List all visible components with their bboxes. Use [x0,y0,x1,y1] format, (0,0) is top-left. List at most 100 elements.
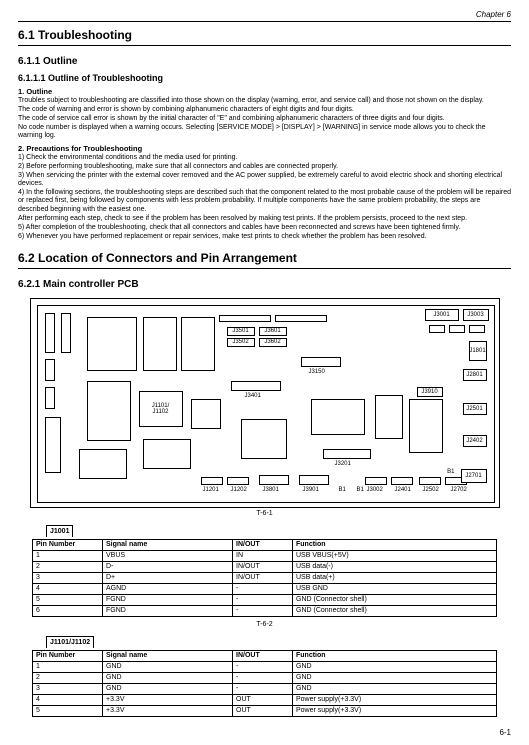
box [45,359,55,381]
cell: 2 [33,561,103,572]
cell: - [233,683,293,694]
table-row: 2D-IN/OUTUSB data(-) [33,561,497,572]
conn-j1801: J1801 [469,341,487,361]
conn-j2702: J2702 [451,487,467,493]
table-label: T-6-2 [18,621,511,628]
heading-6-2-1: 6.2.1 Main controller PCB [18,279,511,290]
cell: FGND [103,594,233,605]
cell: 4 [33,694,103,705]
cell: 3 [33,572,103,583]
box [79,449,127,479]
cell: GND (Connector shell) [293,594,497,605]
col-head: Signal name [103,650,233,661]
cell: USB GND [293,583,497,594]
page-number: 6-1 [499,728,511,737]
b1: B1 [339,487,346,493]
b1: B1 [357,487,364,493]
para: Troubles subject to troubleshooting are … [18,97,511,105]
cell: 5 [33,705,103,716]
box [231,381,281,391]
box [259,475,289,485]
box [227,477,249,485]
table-j1001: Pin Number Signal name IN/OUT Function 1… [32,539,497,617]
box [311,399,365,435]
cell: - [233,672,293,683]
cell: 6 [33,605,103,616]
col-head: Function [293,539,497,550]
cell: - [233,661,293,672]
heading-6-1-1-1: 6.1.1.1 Outline of Troubleshooting [18,73,511,83]
box [391,477,413,485]
box [469,325,485,333]
cell: - [233,594,293,605]
box [181,317,215,371]
b1: B1 [447,469,454,475]
conn-j3501: J3501 [227,327,255,336]
box [241,419,287,459]
conn-j3401: J3401 [245,393,261,399]
box [61,313,71,353]
figure-label: T-6-1 [18,510,511,517]
cell: GND [293,672,497,683]
heading-6-1-1: 6.1.1 Outline [18,56,511,67]
list-item: 3) When servicing the printer with the e… [18,172,511,188]
cell: 2 [33,672,103,683]
table-row: 5FGND-GND (Connector shell) [33,594,497,605]
cell: Power supply(+3.3V) [293,694,497,705]
conn-j2502: J2502 [423,487,439,493]
box [87,317,137,371]
sub-precautions: 2. Precautions for Troubleshooting [18,144,511,153]
box [429,325,445,333]
list-item: 1) Check the environmental conditions an… [18,154,511,162]
conn-j1202: J1202 [231,487,247,493]
conn-j2501: J2501 [463,403,487,415]
table-row: 5+3.3VOUTPower supply(+3.3V) [33,705,497,716]
table-row: 2GND-GND [33,672,497,683]
box [143,317,177,371]
box [275,315,327,322]
conn-j2401: J2401 [395,487,411,493]
cell: OUT [233,694,293,705]
col-head: IN/OUT [233,539,293,550]
table-caption: J1001 [46,525,73,537]
box [45,387,55,409]
cell: D+ [103,572,233,583]
cell: D- [103,561,233,572]
conn-j3801: J3801 [263,487,279,493]
para: No code number is displayed when a warni… [18,124,511,140]
conn-j3002: J3002 [367,487,383,493]
conn-j2801: J2801 [463,369,487,381]
list-item: 6) Whenever you have performed replaceme… [18,233,511,241]
table-caption: J1101/J1102 [46,636,94,648]
conn-j1101-j1102: J1101/ J1102 [139,391,183,427]
cell: GND [103,683,233,694]
conn-j3910: J3910 [417,387,443,397]
cell: OUT [233,705,293,716]
conn-j1201: J1201 [203,487,219,493]
cell: 3 [33,683,103,694]
cell: GND [293,683,497,694]
box [143,439,191,469]
conn-j3602: J3602 [259,338,287,347]
cell: IN/OUT [233,561,293,572]
table-row: 3D+IN/OUTUSB data(+) [33,572,497,583]
cell: +3.3V [103,705,233,716]
box [375,395,403,439]
box [191,399,221,429]
conn-j2402: J2402 [463,435,487,447]
cell: 1 [33,661,103,672]
conn-j2701: J2701 [461,469,487,483]
conn-j3901: J3901 [303,487,319,493]
pcb-diagram: J3001 J3003 J3501 J3601 J3502 J3602 J315… [30,298,500,508]
box [419,477,441,485]
cell: VBUS [103,550,233,561]
cell: USB data(-) [293,561,497,572]
cell: - [233,583,293,594]
box [45,313,55,353]
box [409,399,443,453]
conn-j3201: J3201 [335,461,351,467]
sub-outline: 1. Outline [18,87,511,96]
list-item: 4) In the following sections, the troubl… [18,189,511,213]
conn-j3502: J3502 [227,338,255,347]
col-head: Pin Number [33,650,103,661]
